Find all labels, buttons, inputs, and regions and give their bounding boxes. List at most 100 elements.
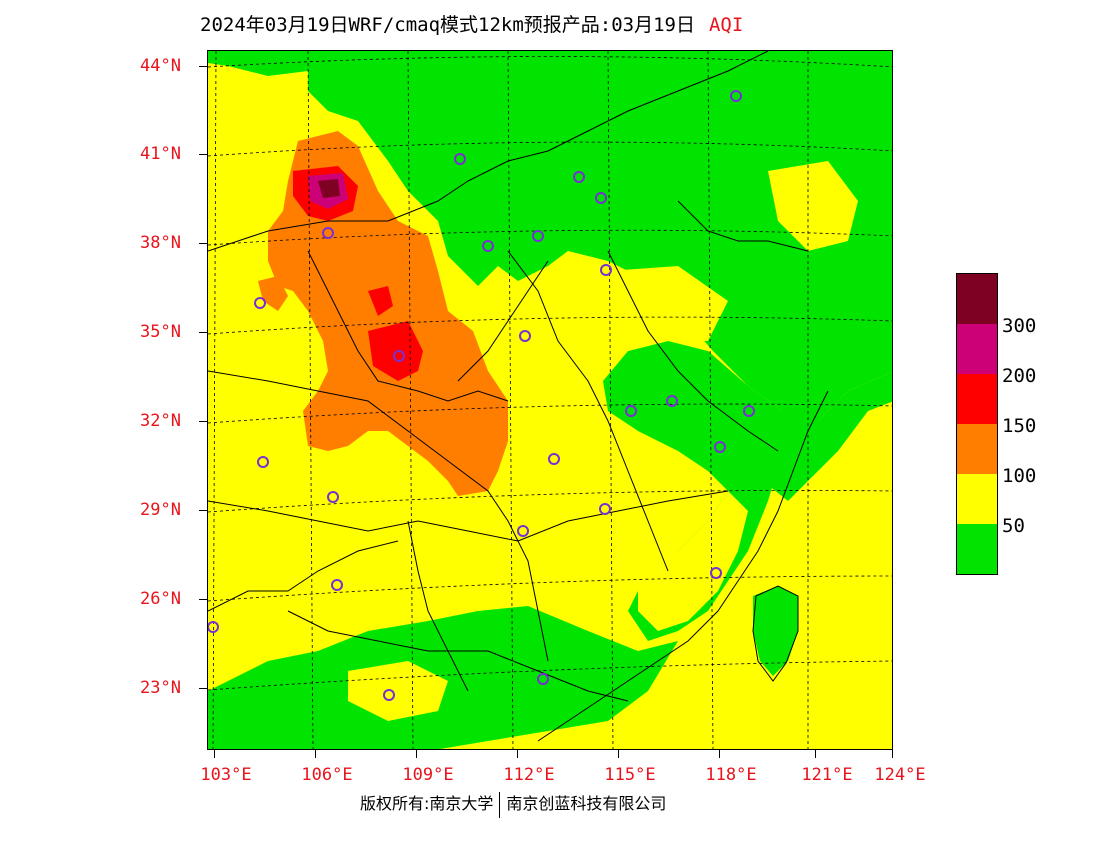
- moderate-patch-central: [603, 266, 728, 351]
- province-boundaries: [208, 51, 829, 742]
- graticule-line: [507, 51, 514, 749]
- good-region-east-coast: [603, 341, 892, 501]
- lat-tick: [199, 510, 207, 511]
- graticule-line: [208, 490, 892, 513]
- station-marker: [730, 90, 742, 102]
- legend-label-200: 200: [1002, 365, 1037, 387]
- lon-label-109: 109°E: [402, 765, 454, 785]
- lat-tick: [199, 243, 207, 244]
- graticule-line: [208, 660, 892, 691]
- lat-label-23: 23°N: [140, 678, 181, 698]
- station-marker: [383, 689, 395, 701]
- graticule-line: [208, 575, 892, 602]
- moderate-patch-south: [348, 661, 448, 721]
- aqi-map-canvas: [208, 51, 892, 749]
- province-boundary: [307, 250, 509, 402]
- province-boundary: [287, 610, 629, 702]
- legend-label-150: 150: [1002, 415, 1037, 437]
- lon-label-112: 112°E: [503, 765, 555, 785]
- lon-tick: [618, 750, 619, 758]
- province-boundary: [507, 250, 669, 572]
- lon-label-124: 124°E: [874, 765, 926, 785]
- graticule-line: [307, 51, 314, 749]
- lat-tick: [199, 688, 207, 689]
- station-marker: [600, 264, 612, 276]
- graticule-line: [208, 316, 892, 335]
- usg-region: [268, 131, 508, 496]
- station-marker: [599, 503, 611, 515]
- station-marker: [710, 567, 722, 579]
- aqi-map: [207, 50, 893, 750]
- monitoring-stations: [208, 90, 755, 701]
- lat-label-44: 44°N: [140, 56, 181, 76]
- good-region-south: [208, 606, 678, 749]
- station-marker: [331, 579, 343, 591]
- lon-tick: [416, 750, 417, 758]
- lat-tick: [199, 332, 207, 333]
- station-marker: [743, 405, 755, 417]
- graticule-line: [407, 51, 414, 749]
- legend-swatch-moderate: [957, 474, 997, 524]
- province-boundary: [208, 370, 549, 662]
- lat-tick: [199, 66, 207, 67]
- lon-tick: [719, 750, 720, 758]
- lat-label-38: 38°N: [140, 233, 181, 253]
- province-boundary: [208, 540, 399, 612]
- copyright-footer: 版权所有:南京大学 南京创蓝科技有限公司: [360, 790, 666, 818]
- coastline: [537, 390, 829, 742]
- unhealthy-region-mid: [368, 286, 393, 316]
- province-boundary: [457, 260, 549, 382]
- station-marker: [595, 192, 607, 204]
- moderate-patch-east: [788, 611, 892, 749]
- station-marker: [257, 456, 269, 468]
- station-marker: [573, 171, 585, 183]
- lon-tick: [315, 750, 316, 758]
- lon-tick: [214, 750, 215, 758]
- lon-label-118: 118°E: [705, 765, 757, 785]
- moderate-patch-coastal: [638, 491, 748, 631]
- legend-swatch-very-unhealthy: [957, 324, 997, 374]
- province-boundary: [208, 490, 729, 542]
- lat-label-32: 32°N: [140, 411, 181, 431]
- lat-tick: [199, 154, 207, 155]
- graticule-line: [607, 51, 614, 749]
- good-region-northeast: [808, 51, 892, 281]
- lat-label-35: 35°N: [140, 322, 181, 342]
- good-region-taiwan: [753, 586, 798, 676]
- province-boundary: [407, 520, 469, 692]
- good-regions: [208, 51, 892, 749]
- lon-label-106: 106°E: [301, 765, 353, 785]
- legend-label-50: 50: [1002, 515, 1025, 537]
- unhealthy-region-central: [368, 321, 423, 381]
- lat-tick: [199, 599, 207, 600]
- graticule-line: [208, 229, 892, 246]
- lat-label-29: 29°N: [140, 500, 181, 520]
- good-region-north: [308, 51, 892, 441]
- lat-label-26: 26°N: [140, 589, 181, 609]
- lon-tick: [892, 750, 893, 758]
- lat-tick: [199, 421, 207, 422]
- lon-label-115: 115°E: [604, 765, 656, 785]
- station-marker: [519, 330, 531, 342]
- good-region-southwest: [208, 726, 307, 749]
- good-region-northwest: [208, 51, 308, 76]
- legend-swatch-good: [957, 524, 997, 574]
- station-marker: [208, 621, 219, 633]
- station-marker: [254, 297, 266, 309]
- province-boundary: [677, 200, 809, 252]
- station-marker: [517, 525, 529, 537]
- station-marker: [327, 491, 339, 503]
- aqi-legend: [956, 273, 998, 575]
- lat-label-41: 41°N: [140, 144, 181, 164]
- company-text: 南京创蓝科技有限公司: [506, 794, 667, 813]
- legend-label-100: 100: [1002, 465, 1037, 487]
- graticule-line: [208, 403, 892, 424]
- graticule-line: [707, 51, 714, 749]
- lon-tick: [517, 750, 518, 758]
- station-marker: [322, 227, 334, 239]
- hazardous-region: [318, 179, 340, 198]
- legend-swatch-unhealthy: [957, 374, 997, 424]
- lon-label-103: 103°E: [200, 765, 252, 785]
- graticule: [208, 51, 892, 749]
- footer-separator: [499, 791, 501, 818]
